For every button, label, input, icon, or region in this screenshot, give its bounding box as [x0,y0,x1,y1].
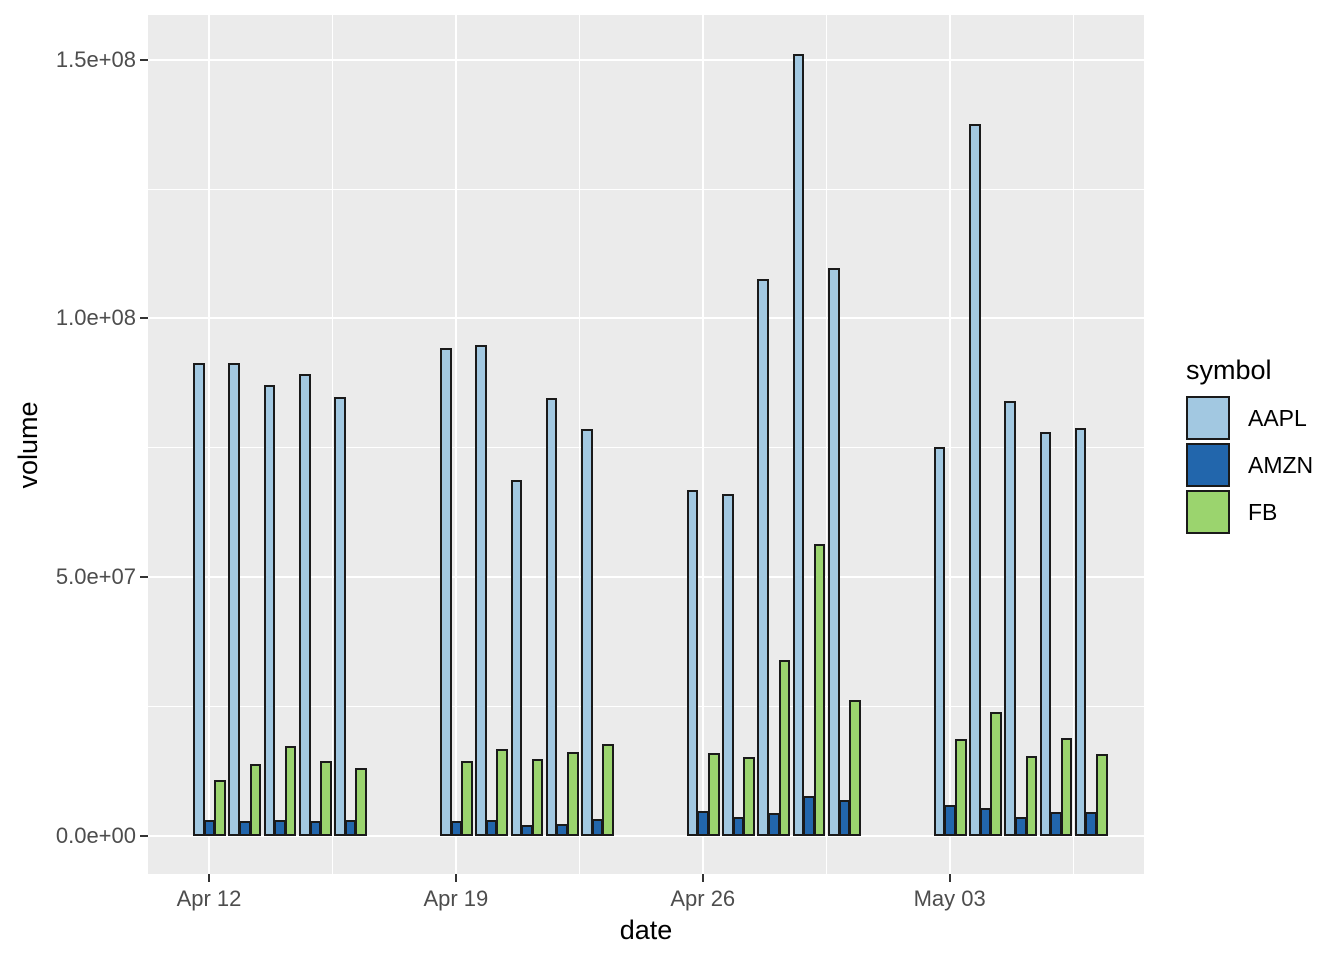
x-tick-label: May 03 [913,886,986,911]
bar-aapl [545,398,558,836]
bar-fb [813,544,826,836]
x-major-gridline [948,15,951,874]
y-minor-gridline [148,706,1144,708]
x-axis-title: date [619,915,673,945]
bar-aapl [475,345,487,836]
bar-fb [954,739,967,836]
bar-aapl [228,363,240,836]
bar-aapl [263,384,276,836]
plot-panel [148,15,1144,874]
bar-aapl [334,396,346,836]
legend-label: FB [1248,498,1278,525]
bar-fb [1060,737,1073,836]
bar-fb [320,761,332,836]
bar-fb [531,758,544,836]
x-minor-gridline [1072,15,1074,874]
y-tick-label: 0.0e+00 [55,823,136,848]
bar-fb [567,751,579,836]
bar-fb [1025,755,1038,836]
x-major-gridline [701,15,704,874]
bar-fb [602,744,614,836]
bar-fb [214,779,226,836]
y-tick-label: 5.0e+07 [55,564,136,590]
y-axis-tick [140,835,148,837]
bar-fb [355,767,367,836]
legend-key-aapl [1186,396,1230,440]
bar-aapl [827,268,840,836]
legend-key-fb [1186,490,1230,534]
legend-title: symbol [1186,355,1272,385]
x-tick-label: Apr 12 [176,886,242,911]
y-minor-gridline [148,188,1144,190]
bar-aapl [686,489,699,836]
y-axis-tick [140,576,148,579]
y-major-gridline [148,317,1144,320]
x-minor-gridline [331,15,333,874]
y-axis-tick [140,317,148,320]
bar-fb [249,763,262,836]
legend-entry-amzn: AMZN [1186,443,1336,487]
bar-aapl [792,54,805,836]
legend-label: AMZN [1248,451,1314,478]
x-minor-gridline [578,15,580,874]
bar-aapl [933,447,946,836]
x-axis-tick [701,874,704,882]
x-minor-gridline [825,15,827,874]
x-major-gridline [208,15,210,874]
bar-aapl [193,362,205,836]
y-major-gridline [148,58,1144,61]
bar-aapl [581,428,593,836]
bar-fb [284,746,297,836]
legend-entry-fb: FB [1186,490,1336,534]
x-tick-label: Apr 19 [423,886,489,911]
bar-fb [990,711,1002,836]
bar-aapl [1039,432,1052,836]
bar-aapl [757,278,769,836]
x-axis-tick [948,874,951,882]
legend-label: AAPL [1248,404,1307,431]
bar-aapl [1004,400,1016,836]
bar-fb [849,700,861,836]
bar-fb [778,660,791,836]
x-axis-tick [454,874,457,882]
bar-aapl [1074,428,1087,836]
bar-aapl [722,494,734,836]
x-tick-label: Apr 26 [670,886,736,911]
y-minor-gridline [148,447,1144,449]
y-axis-tick [140,58,148,61]
bar-aapl [969,124,981,836]
x-major-gridline [454,15,457,874]
bar-fb [708,752,720,836]
legend: symbol AAPL AMZN FB [1186,354,1336,537]
bar-fb [496,749,509,836]
legend-entry-aapl: AAPL [1186,396,1336,440]
y-axis-title: volume [13,401,43,489]
legend-key-amzn [1186,443,1230,487]
bar-aapl [510,479,523,836]
bar-aapl [439,347,452,836]
bar-fb [1096,753,1108,836]
bar-aapl [298,373,311,836]
y-tick-label: 1.0e+08 [55,305,136,331]
bar-fb [461,761,473,836]
legend-entries: AAPL AMZN FB [1186,396,1336,534]
x-axis-tick [208,874,210,882]
y-major-gridline [148,835,1144,837]
bar-fb [743,756,755,836]
y-major-gridline [148,576,1144,579]
y-tick-label: 1.5e+08 [55,46,136,72]
